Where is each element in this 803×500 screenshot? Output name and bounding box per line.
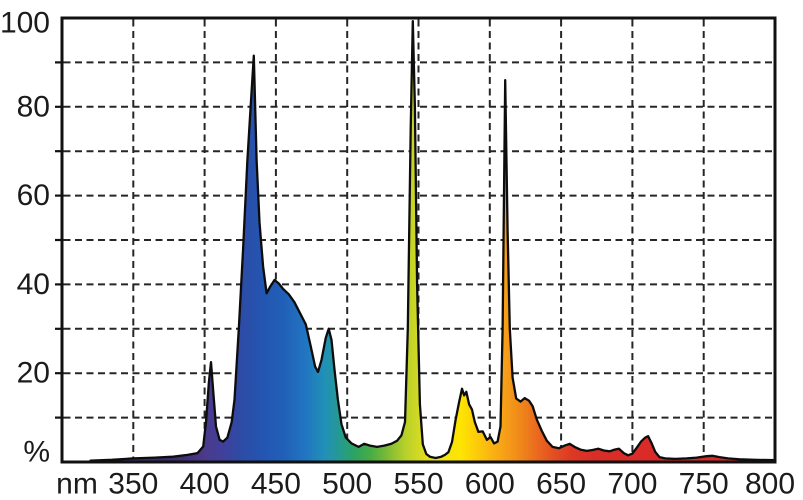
x-tick-label: 550 bbox=[393, 468, 443, 500]
plot-frame bbox=[60, 16, 777, 464]
y-tick-label: 20 bbox=[17, 357, 50, 390]
y-tick-label: 40 bbox=[17, 268, 50, 301]
x-axis-unit-label: nm bbox=[56, 468, 98, 500]
y-tick-label: 100 bbox=[0, 7, 50, 40]
x-tick-label: 400 bbox=[180, 468, 230, 500]
spectrum-curve bbox=[89, 19, 777, 464]
y-tick-label: 60 bbox=[17, 179, 50, 212]
x-tick-label: 350 bbox=[108, 468, 158, 500]
x-tick-label: 800 bbox=[745, 468, 795, 500]
x-tick-label: 450 bbox=[251, 468, 301, 500]
x-tick-label: 600 bbox=[465, 468, 515, 500]
x-tick-label: 700 bbox=[607, 468, 657, 500]
y-axis-unit-label: % bbox=[23, 436, 50, 469]
x-tick-label: 750 bbox=[679, 468, 729, 500]
x-tick-label: 650 bbox=[536, 468, 586, 500]
y-tick-label: 80 bbox=[17, 90, 50, 123]
x-tick-label: 500 bbox=[322, 468, 372, 500]
